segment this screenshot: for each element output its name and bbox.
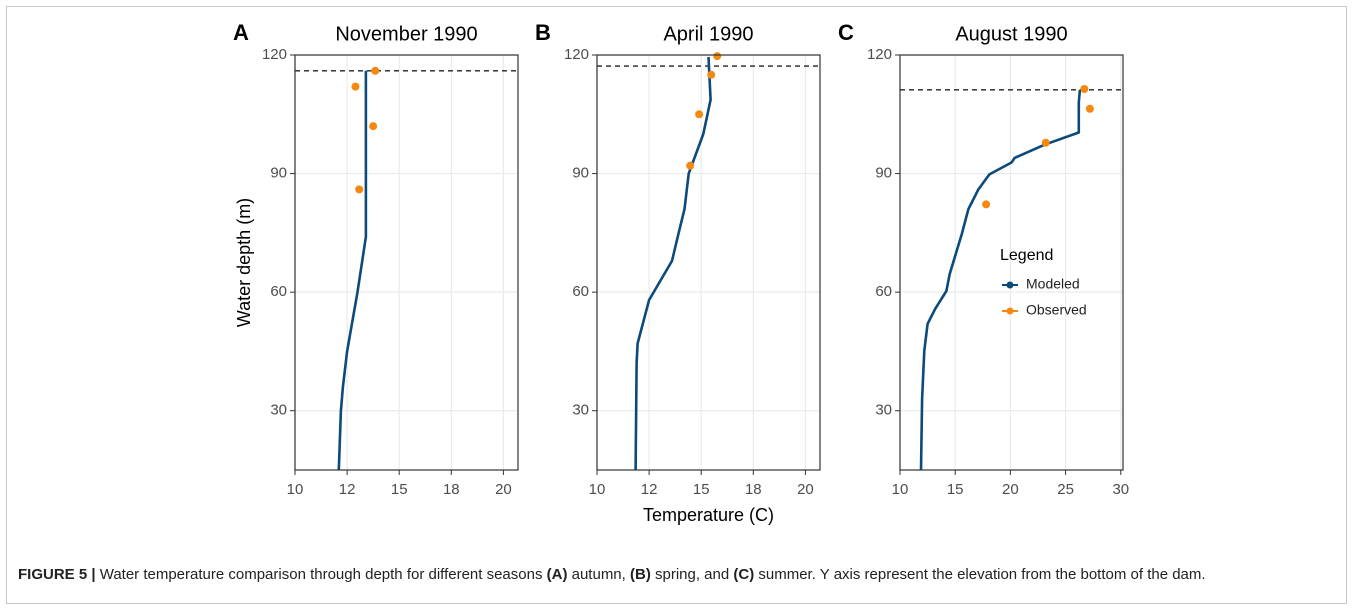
x-tick-label: 15 [947, 481, 964, 498]
panel-label: B [535, 20, 551, 45]
y-tick-label: 30 [875, 402, 892, 419]
y-tick-label: 60 [875, 283, 892, 300]
x-tick-label: 18 [443, 481, 460, 498]
panel-title: November 1990 [335, 23, 477, 45]
observed-point [369, 122, 378, 131]
observed-point [371, 66, 380, 75]
caption-text: (C) [733, 566, 755, 583]
panel-title: August 1990 [955, 23, 1067, 45]
figure: 10 12 15 18 20 30 60 90 120 A November 1990 Water d… [233, 20, 1129, 525]
x-tick-label: 18 [745, 481, 762, 498]
legend-title: Legend [1000, 247, 1053, 264]
y-tick-label: 30 [572, 402, 589, 419]
observed-point [1085, 104, 1094, 113]
legend-dot [1006, 307, 1014, 315]
observed-point [351, 82, 360, 91]
modeled-line [337, 70, 368, 471]
y-tick-label: 120 [564, 46, 589, 63]
x-tick-label: 20 [495, 481, 512, 498]
panel-label: A [233, 20, 249, 45]
y-tick-label: 90 [572, 165, 589, 182]
y-tick-label: 90 [875, 165, 892, 182]
panel-label: C [838, 20, 854, 45]
x-tick-label: 10 [287, 481, 304, 498]
figure-frame [6, 6, 1347, 604]
y-tick-label: 120 [867, 46, 892, 63]
y-axis-title: Water depth (m) [234, 198, 254, 327]
x-tick-label: 30 [1112, 481, 1129, 498]
panel: 10 12 15 18 20 30 60 90 120 A November 1990 Water d… [233, 20, 519, 498]
panel: 10 12 15 18 20 30 60 90 120 B April 1990 Temperatur… [535, 20, 821, 525]
legend-label: Observed [1026, 302, 1087, 318]
observed-point [707, 70, 716, 79]
caption-text: FIGURE 5 | [18, 566, 96, 583]
plot-border [596, 54, 821, 471]
plot-border [899, 54, 1124, 471]
observed-point [686, 161, 695, 170]
panel-title: April 1990 [663, 23, 753, 45]
observed-point [1041, 138, 1050, 147]
x-tick-label: 20 [1002, 481, 1019, 498]
observed-point [1080, 84, 1089, 93]
x-tick-label: 25 [1057, 481, 1074, 498]
x-axis-title: Temperature (C) [643, 505, 774, 525]
y-tick-label: 60 [270, 283, 287, 300]
caption-text: Water temperature comparison through dep… [95, 566, 547, 583]
y-tick-label: 120 [262, 46, 287, 63]
caption-text: autumn, [567, 566, 630, 583]
caption-text: (A) [546, 566, 568, 583]
panel: 10 15 20 25 30 30 60 90 120 C August 1990 Legend Mod… [838, 20, 1129, 498]
caption-text: (B) [630, 566, 651, 583]
caption-text: spring, and [650, 566, 734, 583]
caption-text: summer. Y axis represent the elevation f… [754, 566, 1206, 583]
observed-point [695, 110, 704, 119]
plot-border [294, 54, 519, 471]
legend-dot [1006, 281, 1014, 289]
x-tick-label: 15 [693, 481, 710, 498]
modeled-line [634, 56, 712, 471]
x-tick-label: 10 [892, 481, 909, 498]
modeled-line [919, 89, 1082, 471]
observed-point [355, 185, 364, 194]
y-tick-label: 30 [270, 402, 287, 419]
x-tick-label: 10 [589, 481, 606, 498]
observed-point [713, 52, 722, 61]
y-tick-label: 90 [270, 165, 287, 182]
x-tick-label: 20 [797, 481, 814, 498]
y-tick-label: 60 [572, 283, 589, 300]
x-tick-label: 12 [641, 481, 658, 498]
x-tick-label: 12 [339, 481, 356, 498]
caption: FIGURE 5 | Water temperature comparison … [18, 564, 1328, 586]
observed-point [982, 200, 991, 209]
x-tick-label: 15 [391, 481, 408, 498]
legend-label: Modeled [1026, 276, 1080, 292]
